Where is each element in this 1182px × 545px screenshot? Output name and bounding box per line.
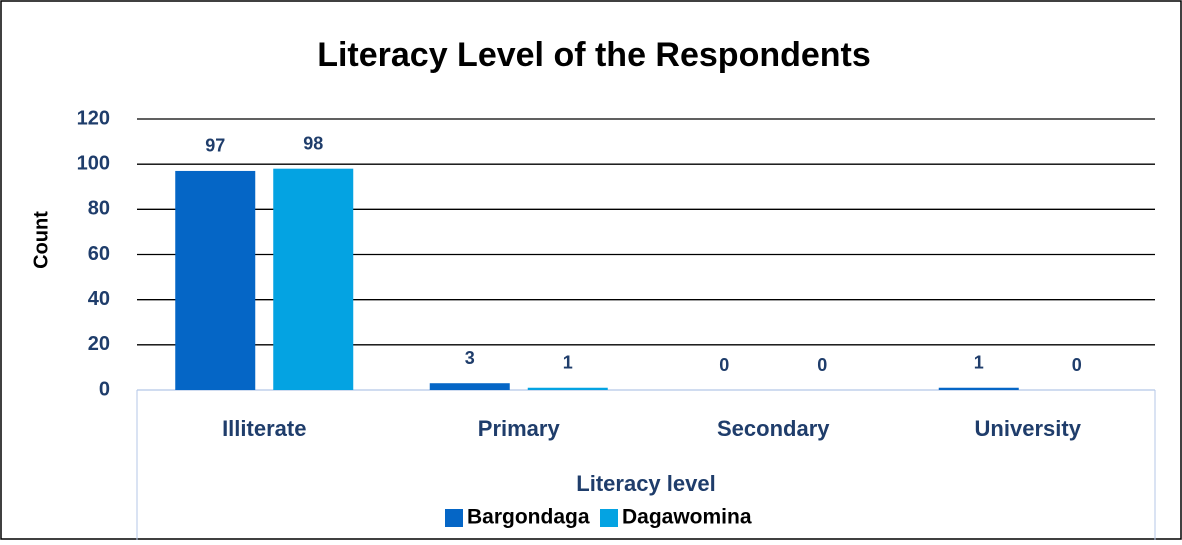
y-tick-label: 120 [77,107,110,129]
y-axis-title: Count [30,211,52,269]
legend-swatch [445,509,463,527]
y-tick-label: 40 [88,288,110,310]
x-tick-label: Illiterate [222,416,306,441]
bar [273,168,354,390]
bar [938,387,1019,390]
x-axis-title: Literacy level [576,471,715,496]
x-tick-label: Secondary [717,416,830,441]
data-label: 0 [817,355,827,375]
bar [429,383,510,390]
y-tick-label: 60 [88,243,110,265]
data-label: 1 [974,352,984,372]
legend-label: Dagawomina [622,506,752,529]
bar [527,387,608,390]
bar [175,170,256,390]
legend-label: Bargondaga [467,506,590,529]
data-label: 1 [563,352,573,372]
data-label: 97 [205,136,225,156]
x-tick-label: Primary [478,416,561,441]
y-tick-label: 0 [99,378,110,400]
data-label: 3 [465,348,475,368]
x-tick-label: University [975,416,1082,441]
legend-swatch [600,509,618,527]
y-tick-label: 20 [88,333,110,355]
chart-title: Literacy Level of the Respondents [317,36,871,74]
y-tick-label: 80 [88,198,110,220]
y-tick-label: 100 [77,152,110,174]
data-label: 0 [1072,355,1082,375]
data-label: 98 [303,133,323,153]
data-label: 0 [719,355,729,375]
